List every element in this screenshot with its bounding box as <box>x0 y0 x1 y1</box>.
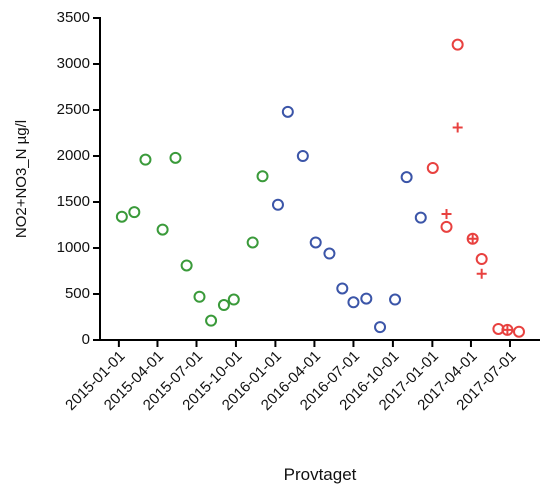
plus-point <box>467 233 478 244</box>
point <box>296 150 309 162</box>
point <box>156 223 169 236</box>
x-axis-label: Provtaget <box>284 465 357 484</box>
plus-point <box>441 208 452 219</box>
y-tick-label: 1500 <box>57 193 90 210</box>
point <box>374 321 387 334</box>
point <box>256 170 269 183</box>
point <box>440 220 453 233</box>
point <box>139 153 152 166</box>
point <box>281 105 294 118</box>
y-tick-label: 3500 <box>57 9 90 26</box>
point <box>246 236 259 249</box>
point <box>389 293 402 306</box>
point <box>205 314 218 327</box>
plus-point <box>502 324 513 335</box>
y-tick-label: 2500 <box>57 101 90 118</box>
point <box>180 259 193 272</box>
point <box>336 282 349 295</box>
point <box>193 290 206 303</box>
y-axis-label: NO2+NO3_N µg/l <box>13 120 30 238</box>
point <box>115 210 128 223</box>
point <box>217 299 230 312</box>
y-tick-label: 1000 <box>57 239 90 256</box>
point <box>271 198 284 211</box>
point <box>169 151 182 164</box>
plus-point <box>476 268 487 279</box>
point <box>451 38 464 51</box>
point <box>426 161 439 174</box>
plus-point <box>452 122 463 133</box>
y-tick-label: 2000 <box>57 147 90 164</box>
point <box>227 293 240 306</box>
y-tick-label: 3000 <box>57 55 90 72</box>
y-tick-label: 500 <box>65 285 90 302</box>
point <box>475 253 488 266</box>
point <box>309 236 322 249</box>
point <box>414 211 427 224</box>
point <box>128 206 141 219</box>
point <box>323 247 336 260</box>
point <box>360 292 373 305</box>
point <box>512 325 525 338</box>
point <box>347 296 360 309</box>
y-tick-label: 0 <box>82 331 90 348</box>
point <box>400 171 413 184</box>
